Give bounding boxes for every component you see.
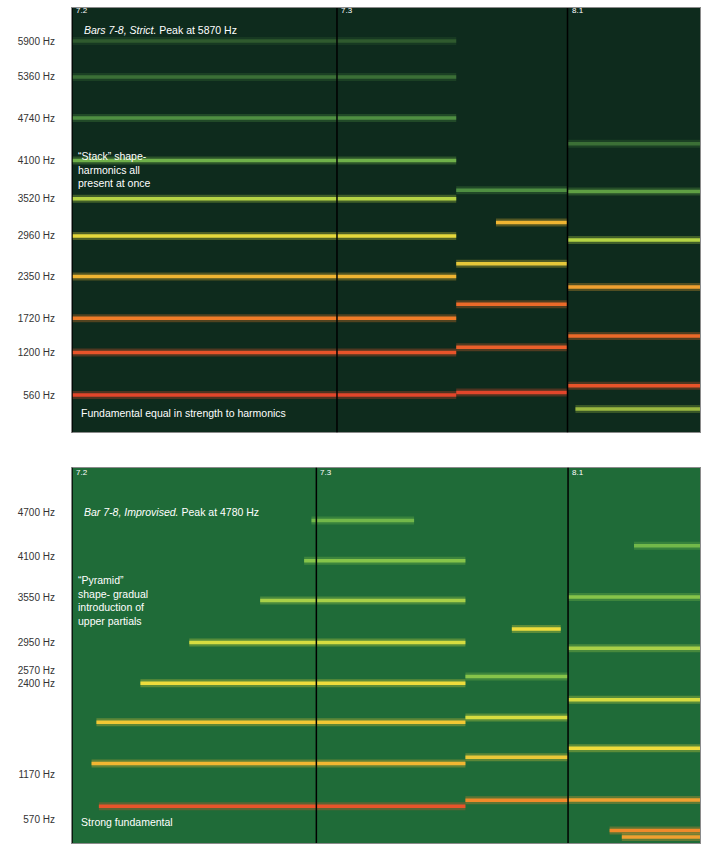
svg-text:3520 Hz: 3520 Hz — [18, 193, 55, 204]
svg-text:5360 Hz: 5360 Hz — [18, 71, 55, 82]
svg-text:5900 Hz: 5900 Hz — [18, 36, 55, 47]
svg-text:2950 Hz: 2950 Hz — [18, 637, 55, 648]
svg-text:7.3: 7.3 — [320, 468, 332, 477]
svg-text:4100 Hz: 4100 Hz — [18, 551, 55, 562]
svg-text:7.2: 7.2 — [76, 6, 88, 15]
svg-text:4700 Hz: 4700 Hz — [18, 507, 55, 518]
svg-text:Bar 7-8, Improvised. Peak at 4: Bar 7-8, Improvised. Peak at 4780 Hz — [84, 506, 259, 518]
svg-text:570 Hz: 570 Hz — [23, 814, 55, 825]
svg-text:1200 Hz: 1200 Hz — [18, 347, 55, 358]
svg-text:8.1: 8.1 — [572, 468, 584, 477]
svg-text:8.1: 8.1 — [572, 6, 584, 15]
svg-text:2400 Hz: 2400 Hz — [18, 678, 55, 689]
svg-text:Fundamental equal in strength: Fundamental equal in strength to harmoni… — [81, 407, 286, 419]
svg-text:7.3: 7.3 — [341, 6, 353, 15]
svg-text:7.2: 7.2 — [76, 468, 88, 477]
svg-text:1720 Hz: 1720 Hz — [18, 313, 55, 324]
svg-text:4100 Hz: 4100 Hz — [18, 155, 55, 166]
svg-text:“Stack” shape-harmonics allpre: “Stack” shape-harmonics allpresent at on… — [78, 150, 151, 189]
svg-text:“Pyramid”shape- gradualintrodu: “Pyramid”shape- gradualintroduction ofup… — [78, 574, 148, 627]
svg-text:Strong fundamental: Strong fundamental — [81, 816, 173, 828]
svg-text:560 Hz: 560 Hz — [23, 390, 55, 401]
svg-text:4740 Hz: 4740 Hz — [18, 113, 55, 124]
svg-text:3550 Hz: 3550 Hz — [18, 592, 55, 603]
svg-text:2570 Hz: 2570 Hz — [18, 665, 55, 676]
svg-text:1170 Hz: 1170 Hz — [18, 769, 55, 780]
svg-text:2960 Hz: 2960 Hz — [18, 230, 55, 241]
svg-text:2350 Hz: 2350 Hz — [18, 271, 55, 282]
svg-text:Bars 7-8, Strict. Peak at 5870: Bars 7-8, Strict. Peak at 5870 Hz — [84, 24, 237, 36]
